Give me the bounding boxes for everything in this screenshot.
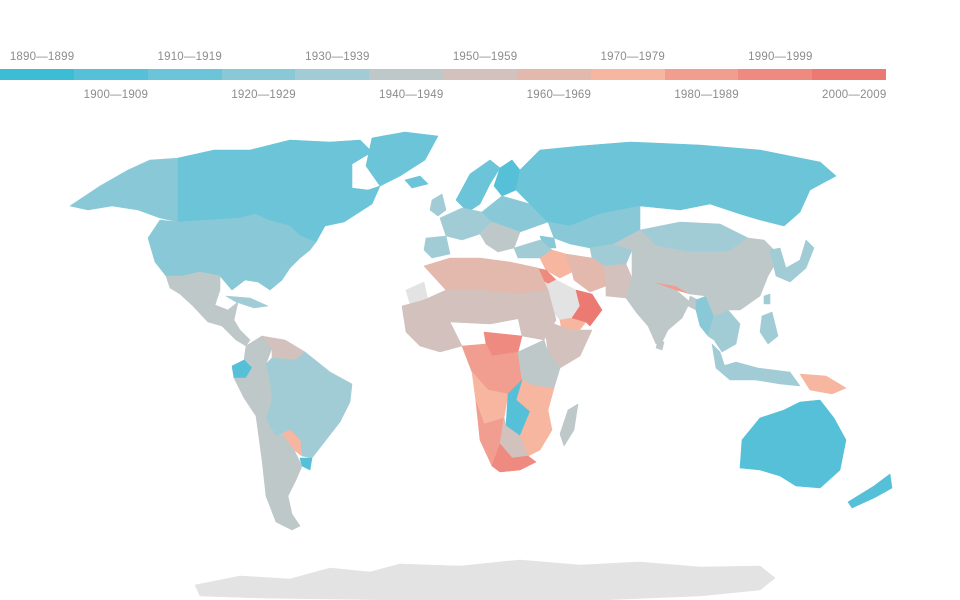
legend-label: 1990—1999 [748,51,813,63]
decade-legend: 1890—1899 1900—1909 1910—1919 1920—1929 1930… [0,0,960,110]
region-indonesia [715,361,801,387]
legend-label: 2000—2009 [822,89,887,101]
region-sri-lanka [655,339,665,351]
region-indochina [707,309,741,353]
legend-label: 1960—1969 [526,89,592,101]
region-south-africa [491,443,537,473]
legend-swatch [221,69,296,80]
legend-swatch [0,69,75,80]
legend-label: 1920—1929 [231,89,296,101]
region-antarctica [194,559,776,600]
region-uk-ireland [429,193,447,217]
legend-label: 1950—1959 [452,51,518,63]
legend-label: 1940—1949 [379,89,444,101]
region-australia [739,399,847,489]
legend-swatch [147,69,222,80]
region-madagascar [559,403,579,447]
legend-swatch [369,69,444,80]
legend-swatch [664,69,739,80]
region-philippines [759,311,779,345]
region-alaska [69,157,181,223]
legend-label: 1930—1939 [305,51,370,63]
region-new-guinea [799,373,847,395]
region-greenland [365,131,439,187]
region-west-africa [401,299,463,353]
region-finland [493,159,521,197]
region-iceland [404,175,429,189]
region-uruguay [299,457,313,471]
region-taiwan [763,293,771,305]
region-oman-uae [571,289,603,327]
region-argentina [265,419,303,531]
legend-label: 1980—1989 [674,89,739,101]
legend-swatch [73,69,149,80]
legend-swatch [812,69,887,80]
legend-swatch [590,69,665,80]
legend-label: 1910—1919 [157,51,222,63]
legend-label: 1900—1909 [83,89,149,101]
region-china [613,229,781,317]
region-new-zealand [847,473,893,509]
legend-label: 1970—1979 [600,51,665,63]
region-korea-japan [769,239,815,283]
region-central-america [221,319,251,347]
region-iran [565,253,607,293]
legend-swatch [516,69,592,80]
legend-swatch [738,69,813,80]
legend-swatch [295,69,370,80]
region-north-africa [423,257,549,295]
legend-swatch [443,69,518,80]
region-russia [515,141,837,227]
legend-label: 1890—1899 [9,51,75,63]
region-iberia [423,235,451,259]
region-cuba [225,295,269,309]
